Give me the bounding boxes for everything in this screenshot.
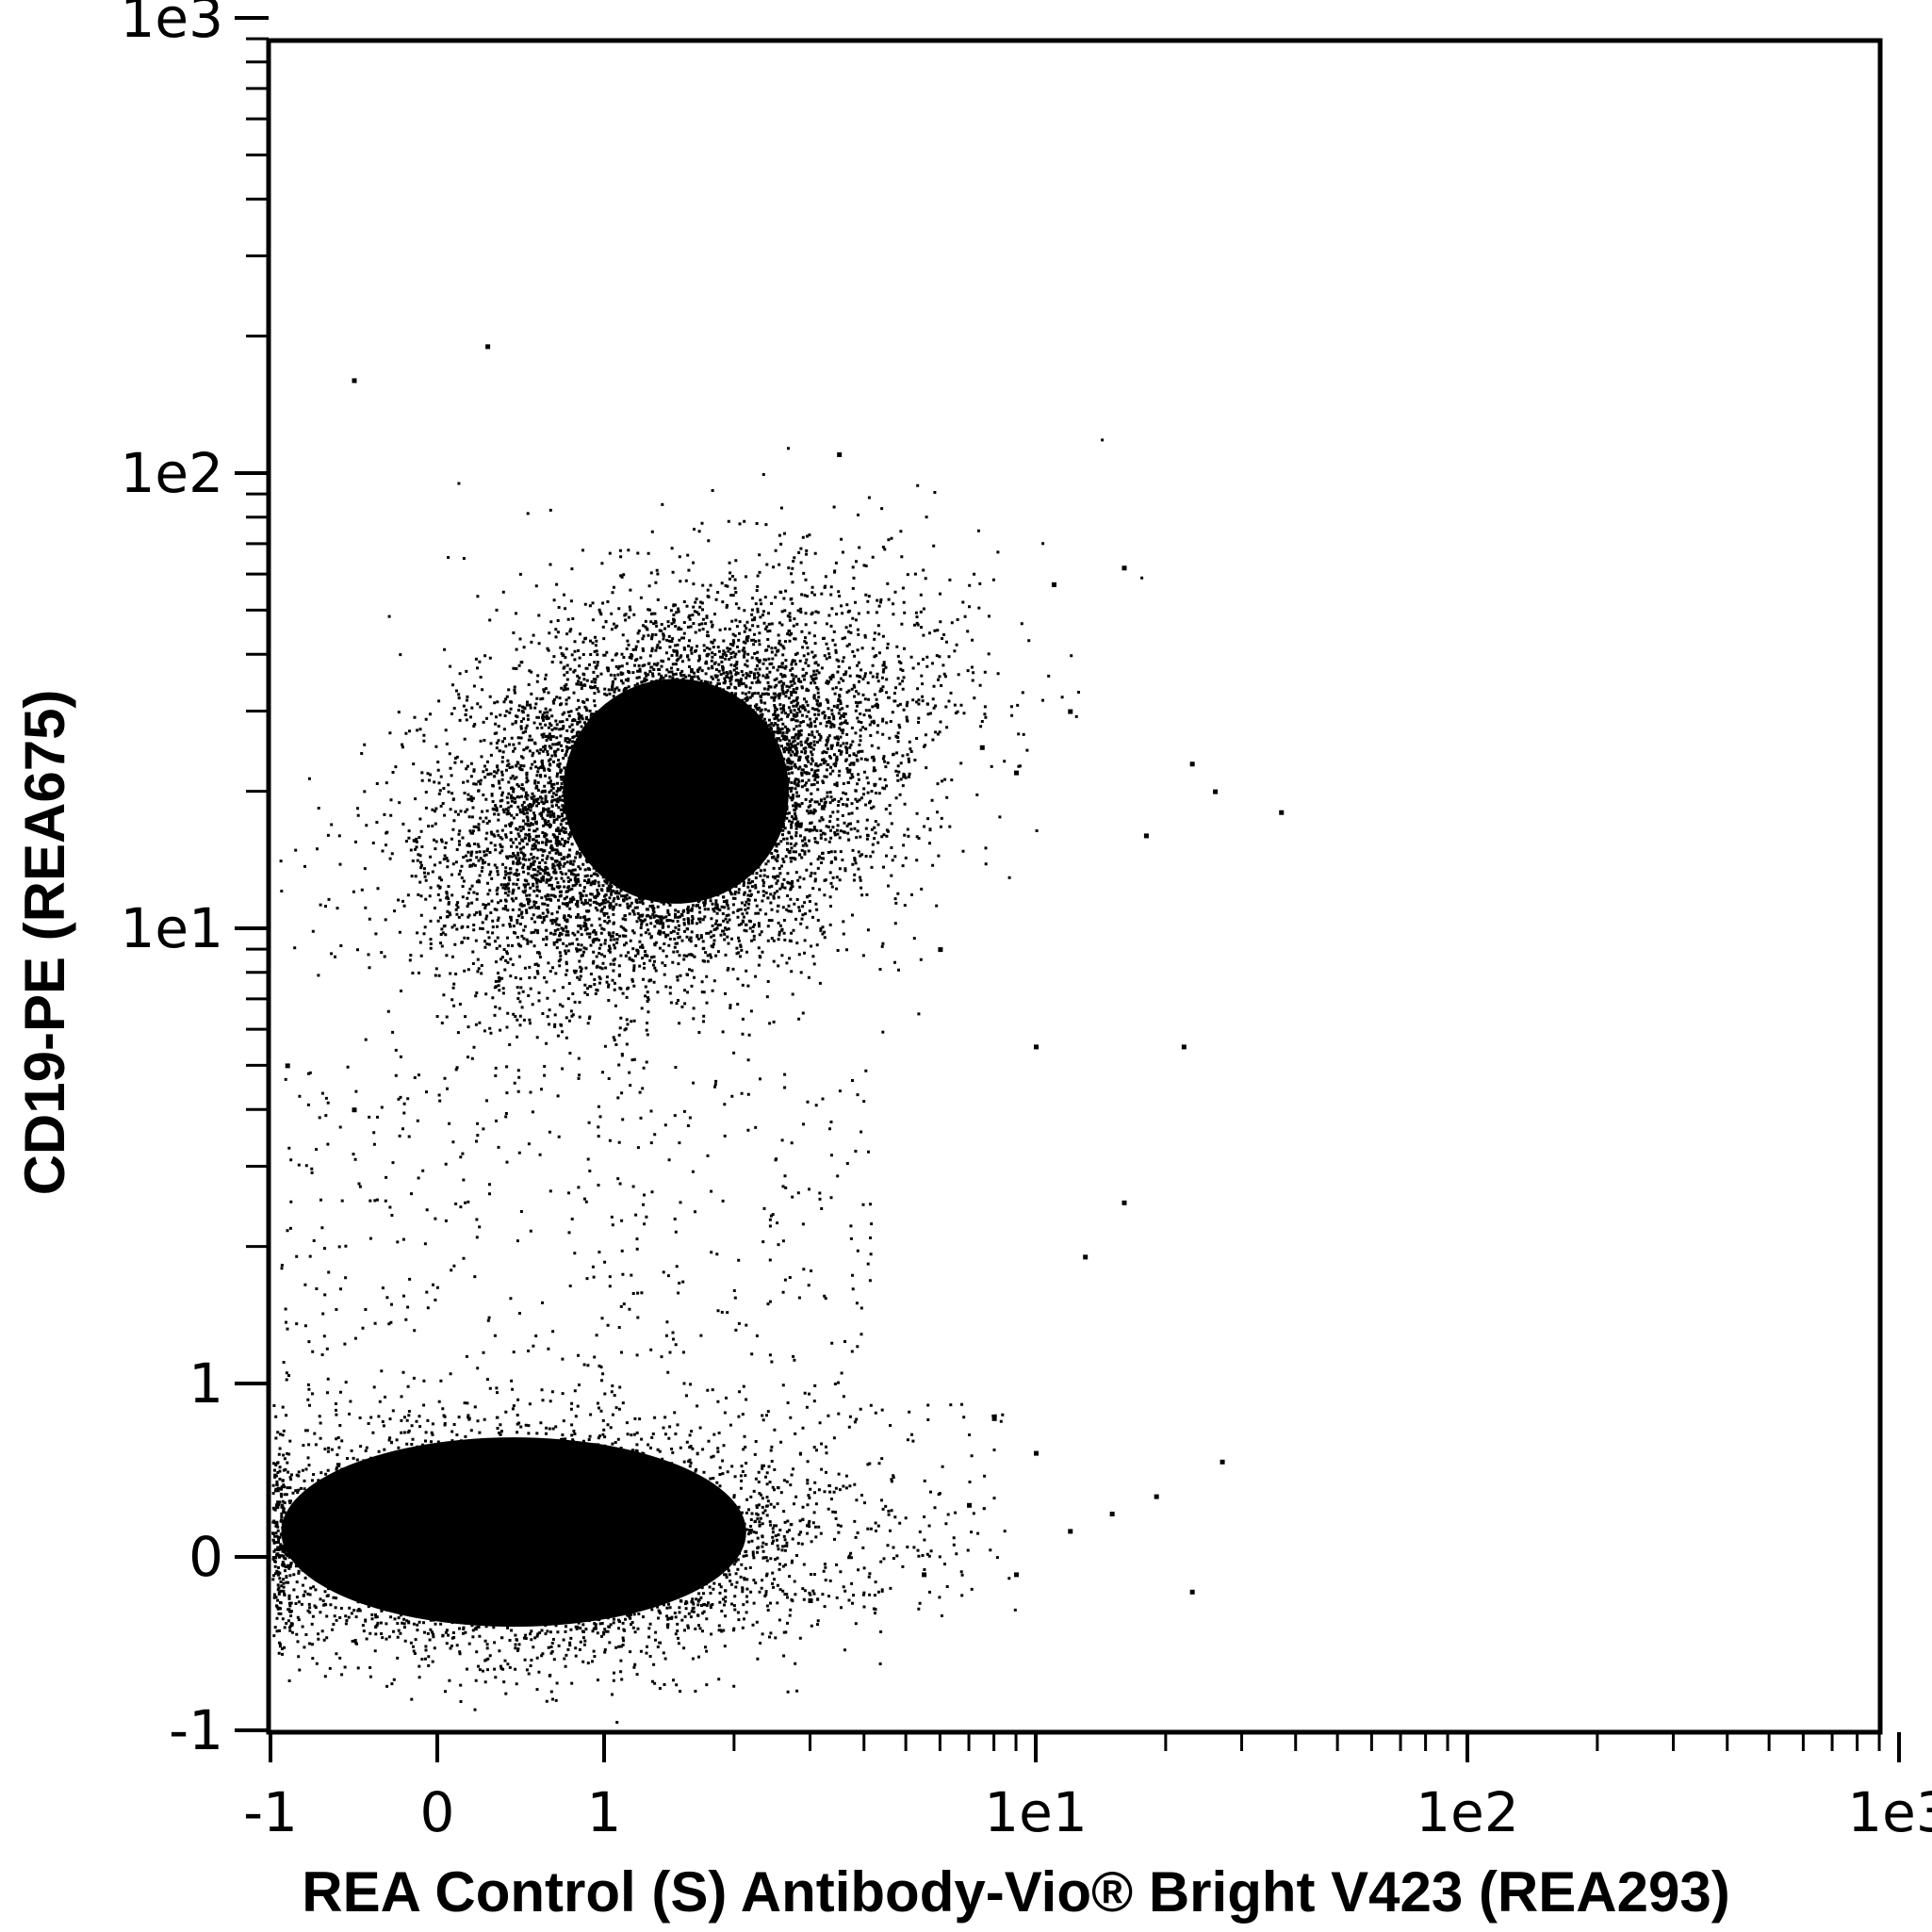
outlier-point [1034, 1450, 1039, 1456]
outlier-point [1189, 761, 1195, 767]
y-tick-label: -1 [169, 1698, 223, 1762]
outlier-point [1051, 581, 1056, 587]
outlier-point [285, 1063, 290, 1069]
x-axis-title: REA Control (S) Antibody-Vio® Bright V42… [302, 1860, 1729, 1924]
outlier-point [991, 1416, 997, 1421]
y-tick-label: 0 [188, 1525, 223, 1589]
y-tick-label: 1e2 [121, 441, 224, 505]
outlier-point [938, 947, 943, 953]
outlier-point [1189, 1589, 1195, 1595]
plot-frame [266, 38, 1883, 1735]
outlier-point [1083, 1254, 1089, 1260]
outlier-point [352, 378, 357, 384]
outlier-point [837, 452, 843, 458]
population-origin-dots [271, 1351, 987, 1724]
outlier-point [1154, 1494, 1159, 1499]
outlier-point [1068, 709, 1073, 714]
outlier-point [1109, 1512, 1115, 1516]
y-tick-label: 1 [188, 1351, 223, 1416]
x-tick-label: 1 [587, 1780, 622, 1844]
outlier-point [1181, 1044, 1187, 1050]
scatter-points-layer [271, 344, 1285, 1724]
outlier-point [1014, 1572, 1020, 1578]
outlier-point [1068, 1529, 1073, 1534]
outlier-point [808, 1598, 813, 1603]
outlier-point [1220, 1459, 1225, 1465]
sparse-events [280, 1065, 1017, 1612]
outlier-point [1122, 1200, 1127, 1205]
population-upper-dots [279, 438, 1144, 1143]
outlier-point [1143, 833, 1149, 839]
y-tick-label: 1e3 [121, 0, 224, 50]
outlier-point [1279, 810, 1285, 815]
y-axis-title: CD19-PE (REA675) [13, 690, 76, 1196]
x-tick-label: 1e3 [1847, 1780, 1932, 1844]
x-tick-label: 1e1 [984, 1780, 1088, 1844]
y-axis: -1 0 1 1e1 1e2 1e3 [121, 0, 269, 1762]
y-tick-label: 1e1 [121, 896, 224, 960]
outlier-point [979, 745, 985, 750]
x-tick-label: 1e2 [1416, 1780, 1519, 1844]
x-tick-label: 0 [420, 1780, 455, 1844]
outlier-point [967, 1502, 973, 1508]
outlier-point [1213, 789, 1219, 794]
outlier-point [1014, 770, 1020, 776]
outlier-point [1034, 1044, 1039, 1050]
outlier-point [1122, 565, 1127, 571]
x-tick-label: -1 [243, 1780, 298, 1844]
outlier-point [352, 1107, 357, 1113]
outlier-point [922, 1572, 927, 1578]
x-axis: -1 0 1 1e1 1e2 1e3 [243, 1732, 1932, 1844]
outlier-point [485, 344, 491, 350]
